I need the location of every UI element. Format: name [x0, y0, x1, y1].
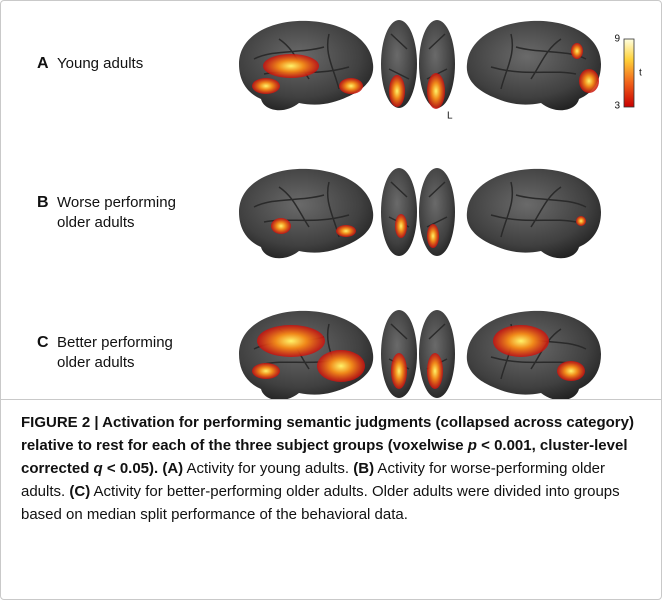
caption-run: Activity for better-performing older adu…	[21, 483, 620, 523]
brain-right-lateral	[466, 168, 602, 259]
colorbar-label: t	[639, 68, 642, 79]
colorbar-max: 9	[614, 34, 620, 45]
caption-run: FIGURE 2 | Activation for performing sem…	[21, 414, 634, 454]
activation	[252, 43, 599, 109]
panel-letter: A	[37, 55, 49, 72]
panel-label: Better performing	[57, 334, 173, 351]
activation	[252, 325, 585, 389]
panel-label: older adults	[57, 354, 135, 371]
colorbar-min: 3	[614, 101, 620, 112]
panel-label: Young adults	[57, 55, 143, 72]
panel-letter: B	[37, 194, 49, 211]
activation	[271, 214, 586, 248]
panel-letter: C	[37, 334, 49, 351]
panel-label: older adults	[57, 214, 135, 231]
panel-label: Worse performing	[57, 194, 176, 211]
caption: FIGURE 2 | Activation for performing sem…	[21, 411, 647, 526]
divider	[1, 399, 661, 400]
brain-right-lateral	[466, 20, 602, 111]
caption-run: p	[467, 437, 477, 454]
figure-panels: A Young adults B Worse performing older …	[37, 19, 642, 399]
brain-dorsal	[380, 167, 456, 257]
caption-run: < 0.001, cluster-level corrected	[21, 437, 628, 477]
caption-run: (B)	[353, 460, 375, 477]
orientation-label: L	[447, 111, 453, 122]
caption-run: (C)	[69, 483, 91, 500]
colorbar	[623, 38, 635, 108]
caption-run: < 0.05). (A)	[102, 460, 184, 477]
brain-left-lateral	[238, 168, 374, 259]
caption-run: Activity for young adults.	[183, 460, 354, 477]
brain-dorsal	[380, 309, 456, 399]
caption-run: q	[93, 460, 103, 477]
caption-run: Activity for worse-performing older adul…	[21, 460, 606, 500]
